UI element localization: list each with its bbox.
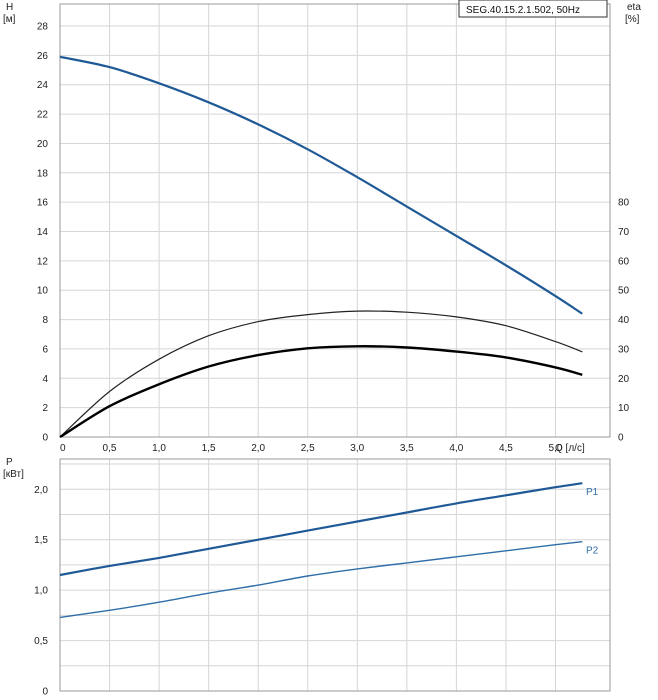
eta-tick-label: 20 (618, 374, 630, 385)
x-tick-label: 1,5 (202, 443, 216, 454)
h-tick-label: 24 (37, 80, 49, 91)
x-tick-label: 2,5 (301, 443, 315, 454)
x-tick-label: 2,0 (251, 443, 265, 454)
h-tick-label: 8 (42, 315, 48, 326)
eta-tick-label: 40 (618, 315, 630, 326)
h-curve-line (59, 55, 583, 315)
p-tick-label: 1,0 (34, 586, 48, 597)
h-tick-label: 6 (42, 344, 48, 355)
h-tick-label: 0 (42, 433, 48, 444)
x-tick-label: 3,5 (400, 443, 414, 454)
x-tick-label: 1,0 (152, 443, 166, 454)
eta-curve-line (59, 310, 583, 438)
h-axis-label-line2: [м] (3, 14, 16, 25)
p-axis-label-line2: [кВт] (3, 469, 24, 480)
top-plot-frame (59, 3, 611, 438)
eta-axis-label-line1: eta (627, 2, 641, 13)
h-tick-label: 18 (37, 168, 49, 179)
x-tick-label: 5,0 (548, 443, 562, 454)
x-tick-label: 3,0 (350, 443, 364, 454)
series-label-p1: P1 (586, 487, 599, 498)
eta-tick-label: 0 (618, 433, 624, 444)
h-tick-label: 4 (42, 374, 48, 385)
h-tick-label: 12 (37, 256, 49, 267)
eta-axis-label-line2: [%] (625, 14, 640, 25)
x-tick-label: 0 (60, 443, 66, 454)
p-tick-label: 1,5 (34, 535, 48, 546)
title-badge (458, 0, 608, 18)
eta-tick-label: 10 (618, 403, 630, 414)
p-axis-label-line1: P (6, 457, 13, 468)
h-tick-label: 10 (37, 286, 49, 297)
bottom-plot-frame (59, 458, 611, 692)
eta-tick-label: 80 (618, 198, 630, 209)
h-tick-label: 26 (37, 51, 49, 62)
eta-tick-label: 70 (618, 227, 630, 238)
eta-tick-label: 60 (618, 256, 630, 267)
p-tick-label: 0,5 (34, 636, 48, 647)
p-tick-label: 2,0 (34, 485, 48, 496)
chart-title: SEG.40.15.2.1.502, 50Hz (466, 5, 580, 16)
h-tick-label: 14 (37, 227, 49, 238)
series-label-p2: P2 (586, 546, 599, 557)
q-axis-label: Q [л/с] (555, 443, 585, 454)
power-curve-p2-line (59, 541, 583, 619)
h-tick-label: 20 (37, 139, 49, 150)
h-tick-label: 28 (37, 22, 49, 33)
x-tick-label: 0,5 (103, 443, 117, 454)
p-tick-label: 0 (42, 687, 48, 698)
h-axis-label-line1: H (6, 2, 13, 13)
eta-curve-bold-line (59, 345, 583, 439)
x-tick-label: 4,5 (499, 443, 513, 454)
eta-tick-label: 30 (618, 344, 630, 355)
power-curve-p1-line (59, 482, 583, 577)
h-tick-label: 16 (37, 198, 49, 209)
x-tick-label: 4,0 (449, 443, 463, 454)
h-tick-label: 2 (42, 403, 48, 414)
eta-tick-label: 50 (618, 286, 630, 297)
h-tick-label: 22 (37, 110, 49, 121)
